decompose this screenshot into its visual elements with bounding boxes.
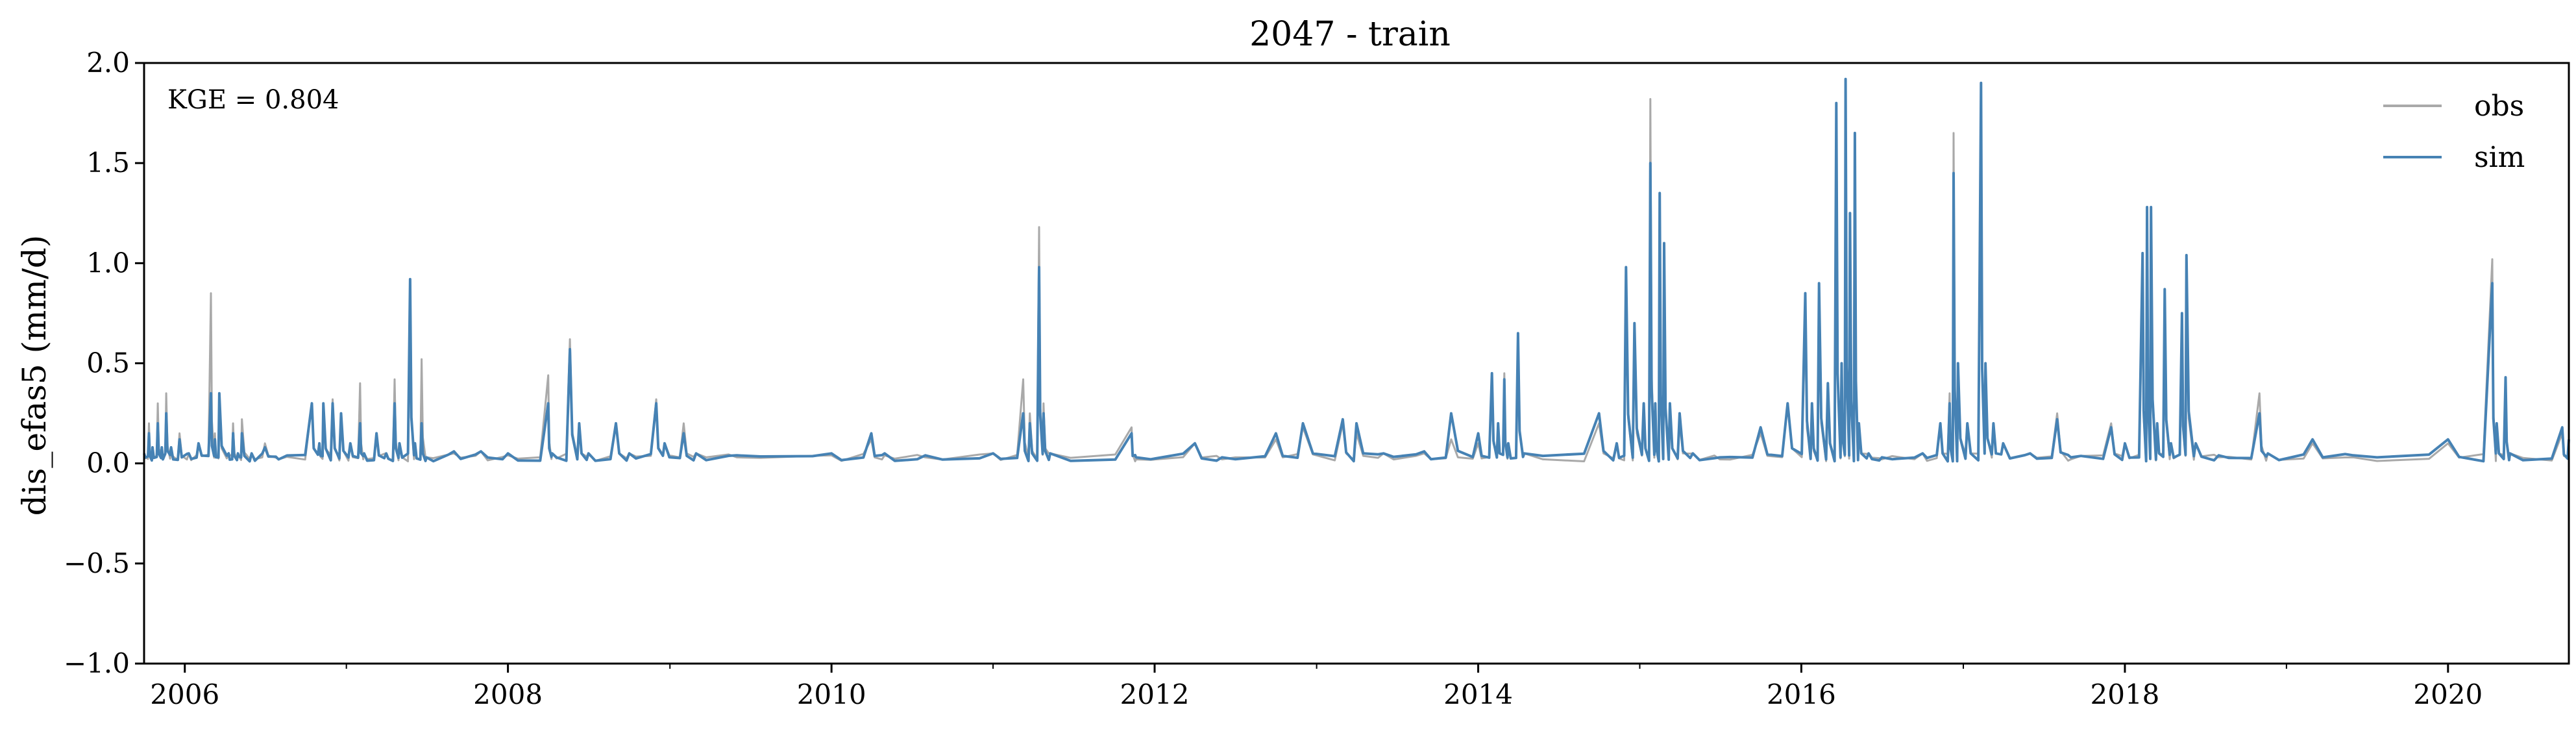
x-tick-label: 2008 xyxy=(473,679,543,710)
x-tick-label: 2010 xyxy=(797,679,866,710)
plot-area-frame xyxy=(143,62,2570,665)
x-tick-label: 2020 xyxy=(2413,679,2483,710)
y-tick-label: 0.0 xyxy=(86,447,130,479)
y-tick-label: 0.5 xyxy=(86,347,130,379)
x-tick-label: 2018 xyxy=(2091,679,2160,710)
legend-label-obs: obs xyxy=(2474,90,2524,123)
x-tick-label: 2014 xyxy=(1443,679,1513,710)
x-tick-label: 2006 xyxy=(150,679,219,710)
x-ticks: 2006 2008 2010 2012 2014 2016 2018 2020 xyxy=(150,664,2483,710)
y-tick-label: −0.5 xyxy=(64,547,130,579)
y-ticks: −1.0 −0.5 0.0 0.5 1.0 1.5 2.0 xyxy=(64,47,144,679)
y-tick-label: 1.0 xyxy=(86,247,130,279)
kge-annotation: KGE = 0.804 xyxy=(167,85,339,115)
y-tick-label: −1.0 xyxy=(64,647,130,679)
legend-label-sim: sim xyxy=(2474,141,2525,174)
series-line-sim xyxy=(143,77,2570,463)
y-axis-label: dis_efas5 (mm/d) xyxy=(16,235,53,516)
y-tick-label: 1.5 xyxy=(86,147,130,179)
x-tick-label: 2016 xyxy=(1767,679,1836,710)
series-layer xyxy=(143,77,2570,463)
series-line-obs xyxy=(143,92,2570,462)
chart-title: 2047 - train xyxy=(1249,15,1451,54)
y-tick-label: 2.0 xyxy=(86,47,130,79)
legend: obs sim xyxy=(2383,90,2525,174)
x-tick-label: 2012 xyxy=(1120,679,1190,710)
